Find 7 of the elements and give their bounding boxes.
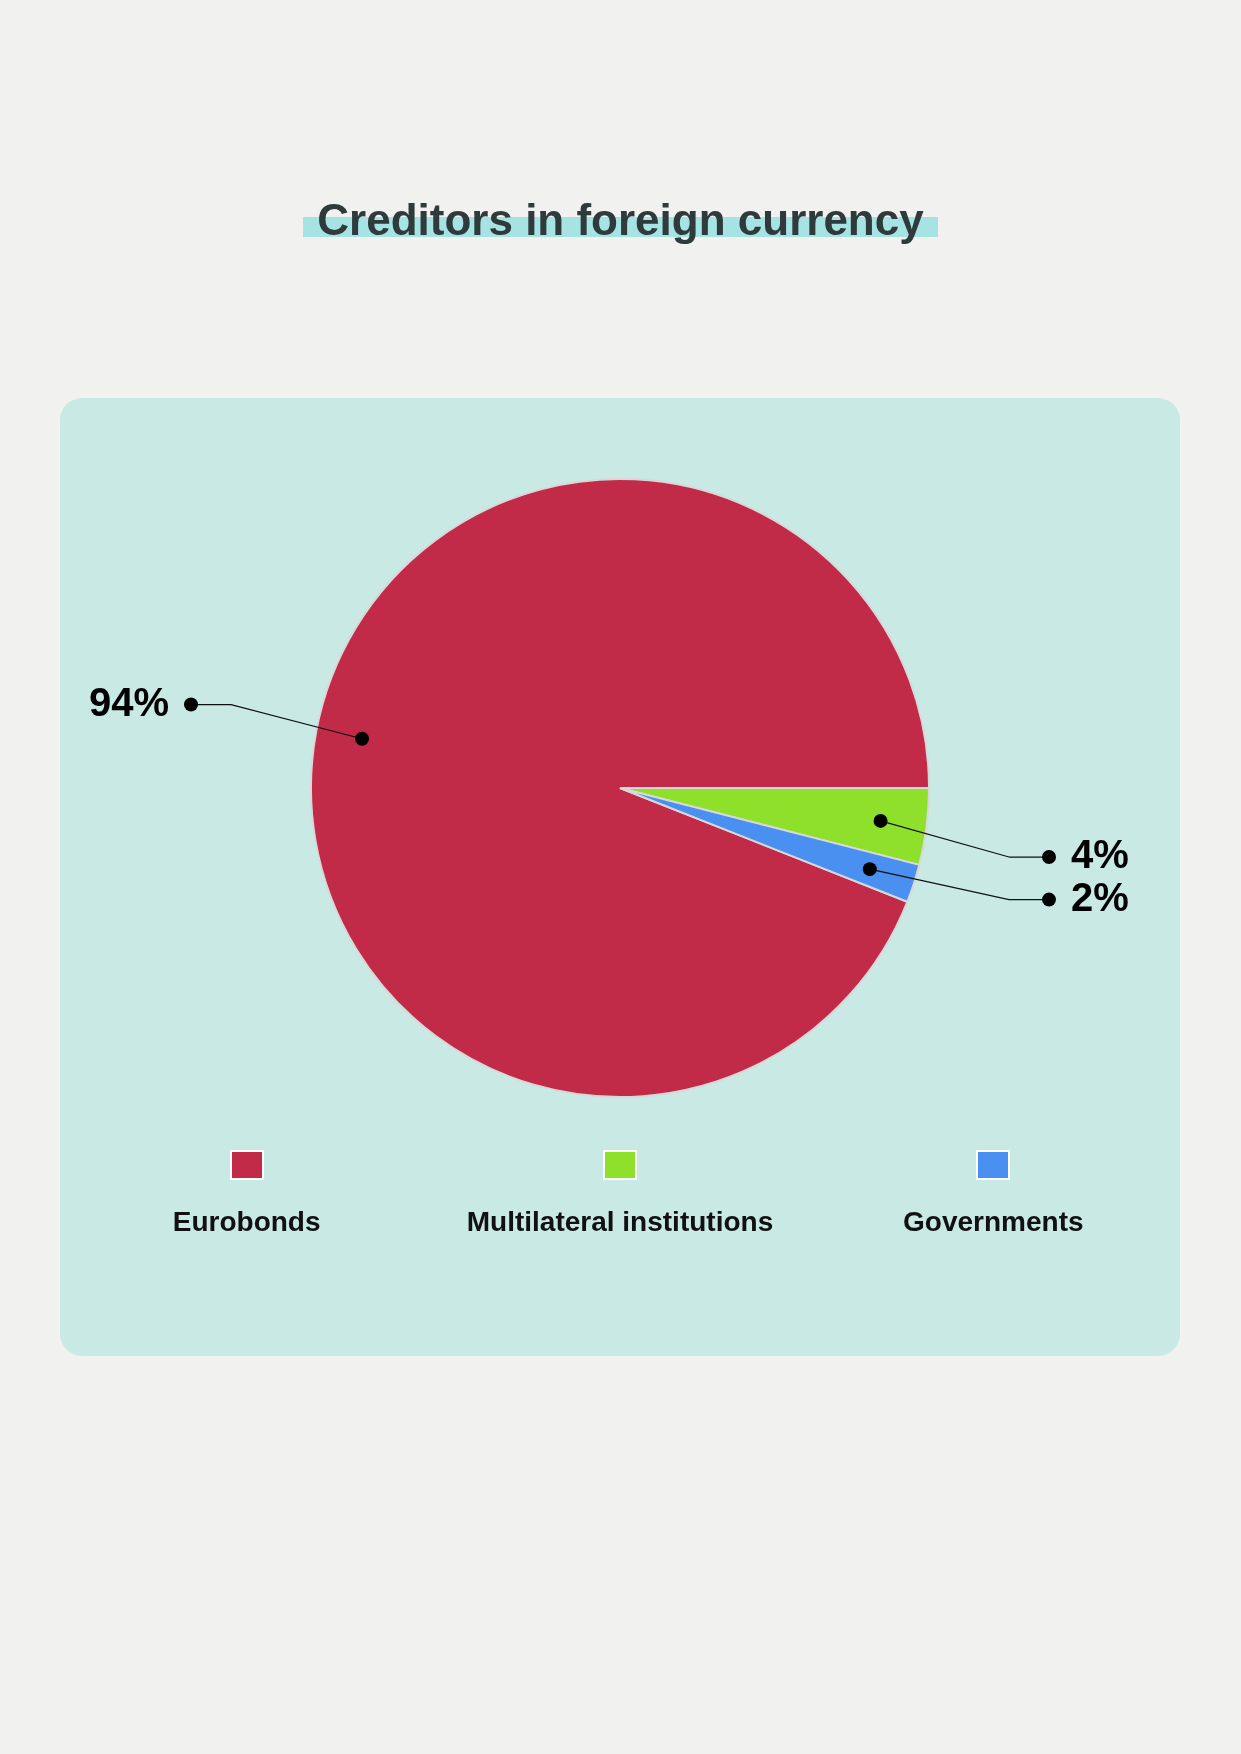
data-label: 2% bbox=[1071, 874, 1129, 919]
chart-title: Creditors in foreign currency bbox=[303, 195, 938, 244]
legend-label: Eurobonds bbox=[172, 1206, 321, 1238]
legend-label: Multilateral institutions bbox=[466, 1206, 774, 1238]
legend-label: Governments bbox=[903, 1206, 1084, 1238]
data-label: 4% bbox=[1071, 832, 1129, 877]
data-label: 94% bbox=[88, 679, 169, 724]
